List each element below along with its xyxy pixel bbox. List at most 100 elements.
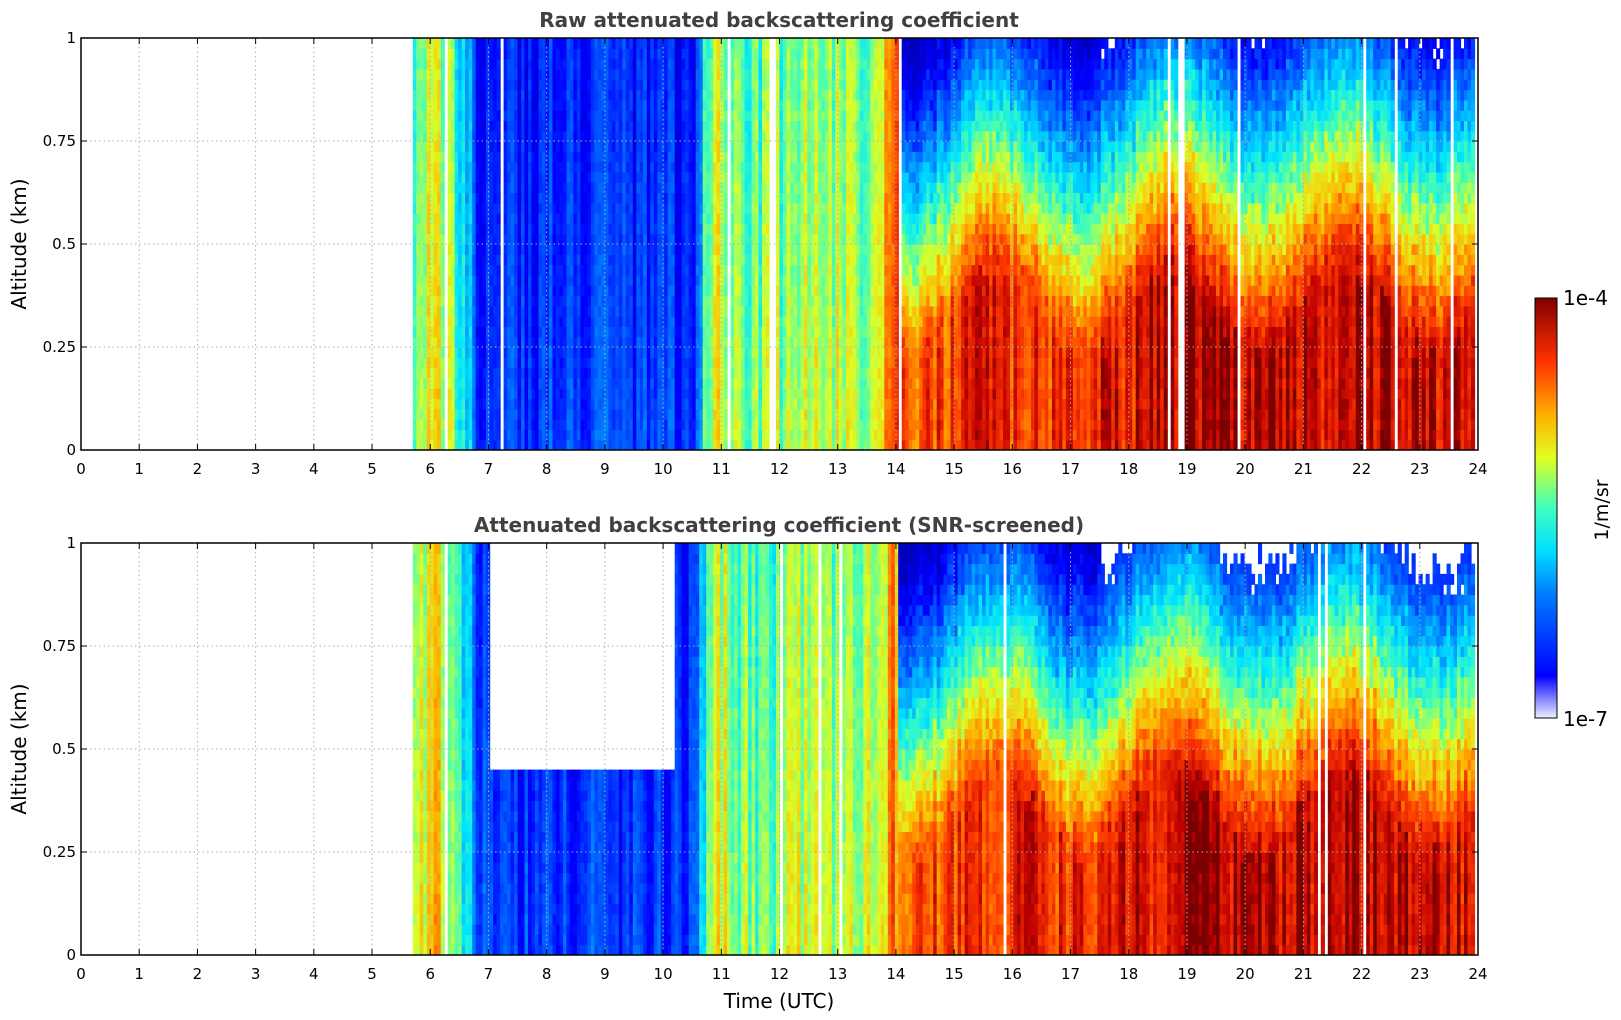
heatmap-cell <box>489 347 494 358</box>
heatmap-cell <box>569 367 574 379</box>
heatmap-cell <box>514 202 519 214</box>
heatmap-cell <box>563 347 568 358</box>
heatmap-cell <box>786 408 791 420</box>
heatmap-cell <box>783 274 788 286</box>
heatmap-cell <box>741 367 746 379</box>
heatmap-cell <box>545 79 550 91</box>
heatmap-cell <box>531 295 536 307</box>
heatmap-cell <box>559 192 564 204</box>
heatmap-cell <box>824 192 829 204</box>
heatmap-cell <box>639 244 644 255</box>
heatmap-cell <box>604 223 609 235</box>
heatmap-cell <box>713 244 718 255</box>
heatmap-cell <box>678 110 683 121</box>
heatmap-cell <box>751 388 756 400</box>
heatmap-cell <box>601 244 606 255</box>
heatmap-cell <box>426 295 431 307</box>
heatmap-cell <box>496 110 501 121</box>
heatmap-cell <box>461 347 466 358</box>
heatmap-cell <box>573 439 578 450</box>
heatmap-cell <box>454 264 459 276</box>
heatmap-cell <box>535 171 540 183</box>
heatmap-cell <box>521 89 526 101</box>
heatmap-cell <box>755 151 760 163</box>
heatmap-cell <box>765 367 770 379</box>
heatmap-cell <box>702 161 707 173</box>
heatmap-cell <box>671 367 676 379</box>
heatmap-cell <box>475 285 480 297</box>
heatmap-cell <box>671 295 676 307</box>
heatmap-cell <box>538 68 543 80</box>
heatmap-cell <box>531 367 536 379</box>
heatmap-cell <box>810 347 815 358</box>
heatmap-cell <box>594 326 599 338</box>
heatmap-cell <box>493 213 498 224</box>
heatmap-cell <box>828 192 833 204</box>
heatmap-cell <box>800 141 805 152</box>
heatmap-cell <box>510 38 515 49</box>
heatmap-cell <box>765 58 770 70</box>
heatmap-cell <box>688 408 693 420</box>
heatmap-cell <box>524 398 529 410</box>
heatmap-cell <box>678 274 683 286</box>
heatmap-cell <box>632 377 637 389</box>
heatmap-cell <box>510 377 515 389</box>
heatmap-cell <box>569 182 574 194</box>
heatmap-cell <box>838 79 843 91</box>
heatmap-cell <box>849 110 854 121</box>
heatmap-cell <box>472 326 477 338</box>
heatmap-cell <box>849 326 854 338</box>
heatmap-cell <box>604 130 609 142</box>
heatmap-cell <box>597 439 602 450</box>
heatmap-cell <box>423 377 428 389</box>
heatmap-cell <box>430 326 435 338</box>
heatmap-cell <box>695 223 700 235</box>
heatmap-cell <box>458 171 463 183</box>
heatmap-cell <box>587 130 592 142</box>
heatmap-cell <box>569 141 574 152</box>
heatmap-cell <box>569 419 574 430</box>
heatmap-cell <box>790 223 795 235</box>
heatmap-cell <box>503 305 508 317</box>
heatmap-cell <box>556 120 561 132</box>
heatmap-cell <box>531 398 536 410</box>
heatmap-cell <box>552 305 557 317</box>
heatmap-cell <box>458 295 463 307</box>
heatmap-cell <box>618 419 623 430</box>
heatmap-cell <box>741 120 746 132</box>
heatmap-cell <box>810 408 815 420</box>
heatmap-cell <box>538 254 543 266</box>
heatmap-cell <box>755 58 760 70</box>
heatmap-cell <box>751 439 756 450</box>
heatmap-cell <box>552 48 557 60</box>
heatmap-cell <box>852 408 857 420</box>
heatmap-cell <box>828 419 833 430</box>
heatmap-cell <box>576 79 581 91</box>
heatmap-cell <box>664 171 669 183</box>
heatmap-cell <box>783 254 788 266</box>
heatmap-cell <box>859 326 864 338</box>
heatmap-cell <box>845 58 850 70</box>
heatmap-cell <box>475 326 480 338</box>
heatmap-cell <box>566 38 571 49</box>
heatmap-cell <box>622 408 627 420</box>
heatmap-cell <box>842 398 847 410</box>
heatmap-cell <box>790 285 795 297</box>
heatmap-cell <box>632 141 637 152</box>
heatmap-cell <box>824 295 829 307</box>
heatmap-cell <box>514 367 519 379</box>
heatmap-cell <box>807 213 812 224</box>
heatmap-cell <box>503 213 508 224</box>
heatmap-cell <box>538 151 543 163</box>
heatmap-cell <box>863 367 868 379</box>
heatmap-cell <box>695 141 700 152</box>
heatmap-cell <box>615 357 620 369</box>
heatmap-cell <box>653 326 658 338</box>
heatmap-cell <box>625 419 630 430</box>
heatmap-cell <box>458 285 463 297</box>
heatmap-cell <box>650 213 655 224</box>
heatmap-cell <box>440 347 445 358</box>
heatmap-cell <box>475 429 480 441</box>
heatmap-cell <box>454 223 459 235</box>
heatmap-cell <box>852 223 857 235</box>
